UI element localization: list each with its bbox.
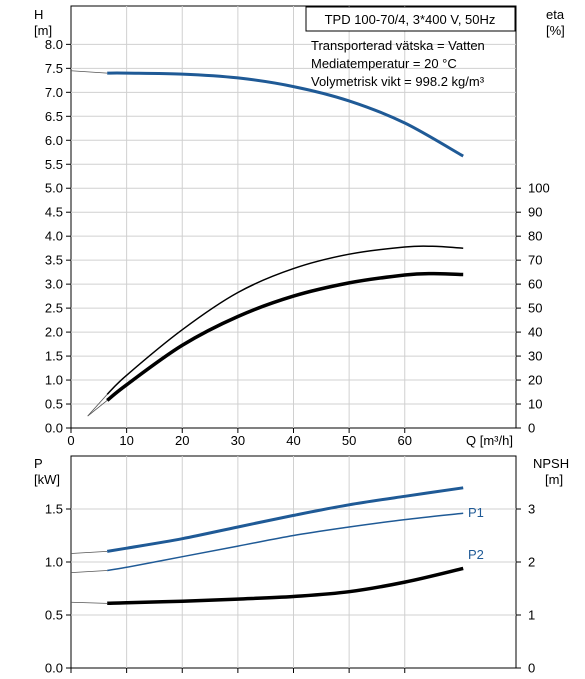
right-y-tick-label: 30 (528, 349, 542, 364)
info-fluid: Transporterad vätska = Vatten (311, 38, 485, 53)
right-y-tick-label: 50 (528, 301, 542, 316)
left-y-tick-label: 6.5 (45, 109, 63, 124)
x-tick-label: 60 (398, 433, 412, 448)
panel1-series-0-curve-extension (70, 70, 108, 74)
right-y-tick-label: 40 (528, 325, 542, 340)
left-y-tick-label: 0.0 (45, 661, 63, 676)
left-y-tick-label: 1.5 (45, 349, 63, 364)
h-axis-unit: [m] (34, 23, 52, 38)
x-tick-label: 40 (286, 433, 300, 448)
q-axis-label: Q [m³/h] (466, 433, 513, 448)
upper-grid (71, 6, 516, 428)
p2-series-label: P2 (468, 547, 484, 562)
panel1-series-1-curve (106, 245, 464, 395)
info-temperature: Mediatemperatur = 20 °C (311, 56, 457, 71)
lower-grid (71, 456, 516, 668)
left-y-tick-label: 7.0 (45, 85, 63, 100)
right-y-tick-label: 60 (528, 277, 542, 292)
right-y-tick-label: 80 (528, 229, 542, 244)
left-y-tick-label: 8.0 (45, 37, 63, 52)
panel1-series-0-curve (107, 71, 464, 158)
panel2-p1-curve-extension (70, 551, 108, 554)
left-y-tick-label: 0.5 (45, 397, 63, 412)
left-y-tick-label: 1.5 (45, 502, 63, 517)
right-y-tick-label: 90 (528, 205, 542, 220)
right-y-tick-label: 70 (528, 253, 542, 268)
x-tick-label: 30 (231, 433, 245, 448)
right-y-tick-label: 0 (528, 421, 535, 436)
right-y-tick-label: 1 (528, 608, 535, 623)
left-y-tick-label: 2.0 (45, 325, 63, 340)
right-y-tick-label: 10 (528, 397, 542, 412)
left-y-tick-label: 1.0 (45, 373, 63, 388)
right-y-tick-label: 20 (528, 373, 542, 388)
x-tick-label: 0 (67, 433, 74, 448)
panel1-series-2-curve (106, 271, 464, 402)
left-y-tick-label: 1.0 (45, 555, 63, 570)
x-tick-label: 20 (175, 433, 189, 448)
h-axis-label: H (34, 7, 43, 22)
right-y-tick-label: 2 (528, 555, 535, 570)
left-y-tick-label: 4.0 (45, 229, 63, 244)
npsh-axis-label: NPSH (533, 456, 569, 471)
model-box (305, 6, 516, 32)
left-y-tick-label: 0.0 (45, 421, 63, 436)
left-y-tick-label: 2.5 (45, 301, 63, 316)
left-y-tick-label: 0.5 (45, 608, 63, 623)
x-tick-label: 50 (342, 433, 356, 448)
axis-ticks: 0 10 20 30 40 50 600.00.51.01.52.02.53.03.54.0… (45, 37, 550, 676)
left-y-tick-label: 3.0 (45, 277, 63, 292)
info-density: Volymetrisk vikt = 998.2 kg/m³ (311, 74, 485, 89)
left-y-tick-label: 4.5 (45, 205, 63, 220)
left-y-tick-label: 3.5 (45, 253, 63, 268)
panel2-p2-curve-extension (70, 570, 108, 573)
right-y-tick-label: 0 (528, 661, 535, 676)
pump-model-title: TPD 100-70/4, 3*400 V, 50Hz (325, 12, 496, 27)
panel2-series-2-curve-extension (70, 601, 108, 604)
panel1-series-1-curve-extension (87, 394, 108, 417)
eta-axis-unit: [%] (546, 23, 565, 38)
panel2-p1-curve (106, 486, 464, 553)
right-y-tick-label: 3 (528, 502, 535, 517)
p-axis-label: P (34, 456, 43, 471)
panel2-series-2-curve (107, 566, 464, 606)
curves (70, 70, 464, 606)
p-axis-unit: [kW] (34, 472, 60, 487)
right-y-tick-label: 100 (528, 181, 550, 196)
left-y-tick-label: 5.0 (45, 181, 63, 196)
p1-series-label: P1 (468, 505, 484, 520)
eta-axis-label: eta (546, 7, 565, 22)
x-tick-label: 10 (119, 433, 133, 448)
panel1-series-2-curve-extension (87, 400, 108, 417)
left-y-tick-label: 5.5 (45, 157, 63, 172)
left-y-tick-label: 7.5 (45, 61, 63, 76)
npsh-axis-unit: [m] (545, 472, 563, 487)
panel2-p2-curve (107, 512, 464, 572)
left-y-tick-label: 6.0 (45, 133, 63, 148)
